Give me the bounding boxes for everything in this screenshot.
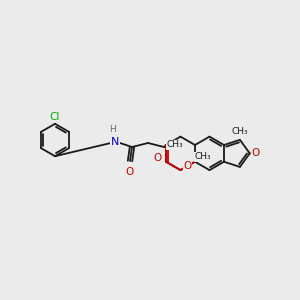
Text: CH₃: CH₃ [232, 127, 248, 136]
Text: N: N [111, 137, 119, 147]
Text: CH₃: CH₃ [166, 140, 183, 149]
Text: Cl: Cl [50, 112, 60, 122]
Text: O: O [183, 161, 192, 171]
Text: H: H [110, 125, 116, 134]
Text: O: O [125, 167, 133, 177]
Text: O: O [252, 148, 260, 158]
Text: CH₃: CH₃ [195, 152, 211, 161]
Text: O: O [154, 153, 162, 163]
